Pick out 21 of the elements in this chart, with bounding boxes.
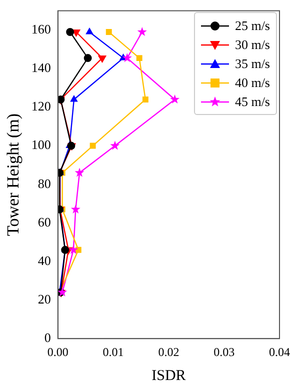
legend-label: 30 m/s: [234, 36, 270, 52]
y-tick-label: 0: [44, 330, 51, 346]
y-tick-label: 20: [38, 291, 51, 306]
y-tick-label: 160: [31, 22, 51, 37]
legend-label: 40 m/s: [234, 74, 270, 90]
legend-label: 25 m/s: [234, 18, 270, 34]
legend-label: 45 m/s: [234, 94, 270, 110]
y-tick-label: 60: [38, 214, 51, 230]
y-tick-label: 100: [31, 137, 51, 152]
y-tick-label: 80: [38, 176, 51, 191]
y-tick-label: 120: [31, 98, 51, 114]
x-tick-label: 0.03: [214, 344, 235, 359]
y-tick-label: 140: [31, 60, 51, 76]
y-axis-title: Tower Height (m): [4, 113, 23, 236]
y-tick-label: 40: [38, 252, 51, 268]
x-tick-label: 0.01: [102, 344, 124, 359]
x-tick-label: 0.04: [269, 344, 290, 359]
x-tick-label: 0.00: [47, 344, 68, 359]
x-axis-title: ISDR: [152, 368, 186, 384]
x-tick-label: 0.02: [158, 344, 180, 359]
legend-label: 35 m/s: [234, 56, 270, 72]
